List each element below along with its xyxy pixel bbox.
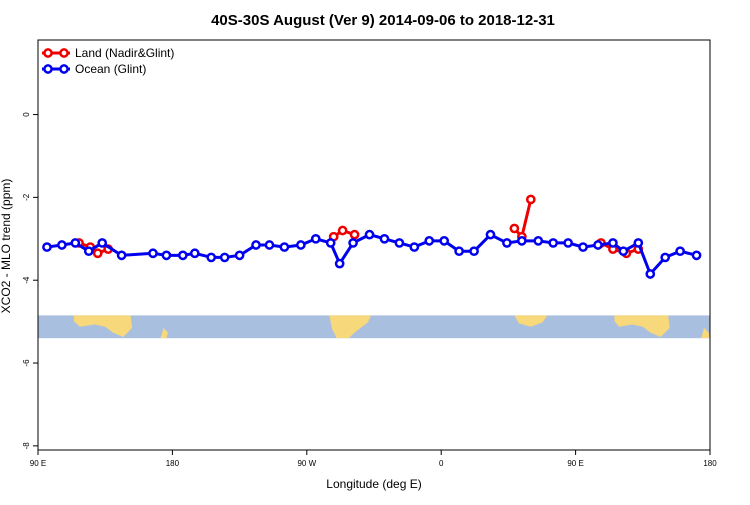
- legend-marker: [43, 64, 53, 74]
- series-line: [78, 241, 109, 256]
- x-tick-label: 90 E: [30, 459, 46, 468]
- data-point: [148, 248, 158, 259]
- data-point: [178, 250, 188, 261]
- chart-title: 40S-30S August (Ver 9) 2014-09-06 to 201…: [211, 12, 555, 29]
- legend-marker: [43, 48, 53, 58]
- x-tick-label: 0: [439, 459, 444, 468]
- data-point: [337, 225, 348, 236]
- data-point: [660, 252, 671, 263]
- legend-marker: [59, 64, 69, 74]
- data-point: [525, 194, 536, 205]
- data-point: [161, 250, 172, 261]
- data-point: [364, 229, 375, 240]
- land-nz-left: [160, 327, 168, 339]
- land-australia-left: [73, 315, 133, 338]
- data-point: [325, 238, 336, 248]
- legend-label: Ocean (Glint): [75, 62, 146, 76]
- data-point: [379, 233, 390, 244]
- data-point: [189, 248, 200, 259]
- data-point: [334, 258, 345, 269]
- data-point: [502, 238, 512, 248]
- data-point: [279, 242, 290, 252]
- y-tick-label: 0: [22, 112, 31, 117]
- data-point: [533, 236, 544, 246]
- x-tick-label: 180: [166, 459, 180, 468]
- data-point: [424, 236, 435, 246]
- land-australia-right: [614, 315, 670, 338]
- land-africa: [514, 315, 548, 327]
- data-point: [349, 229, 360, 240]
- series-land: [74, 194, 644, 259]
- data-point: [439, 236, 450, 246]
- data-point: [563, 238, 573, 248]
- data-point: [618, 246, 629, 257]
- data-point: [548, 238, 559, 248]
- data-point: [645, 269, 656, 279]
- y-axis-label: XCO2 - MLO trend (ppm): [0, 179, 13, 314]
- x-tick-label: 180: [703, 459, 717, 468]
- data-point: [42, 242, 52, 252]
- data-point: [675, 246, 685, 257]
- data-point: [516, 236, 527, 246]
- data-point: [295, 240, 306, 250]
- x-tick-label: 90 E: [567, 459, 583, 468]
- data-point: [264, 240, 275, 250]
- y-tick-label: -2: [22, 193, 31, 201]
- data-point: [691, 250, 702, 261]
- legend-label: Land (Nadir&Glint): [75, 46, 174, 60]
- data-point: [469, 246, 479, 257]
- data-point: [83, 246, 94, 257]
- plot-frame: [37, 39, 711, 451]
- y-tick-label: -4: [22, 276, 31, 284]
- data-point: [633, 238, 644, 248]
- data-point: [97, 238, 108, 248]
- world-map-strip: [38, 315, 710, 339]
- x-tick-label: 90 W: [297, 459, 316, 468]
- data-point: [234, 250, 245, 261]
- data-point: [608, 238, 618, 248]
- data-point: [485, 229, 496, 240]
- y-tick-label: -6: [22, 359, 31, 367]
- data-point: [593, 240, 603, 250]
- data-point: [509, 223, 520, 234]
- data-point: [116, 250, 127, 261]
- data-point: [454, 246, 464, 257]
- data-point: [409, 242, 420, 252]
- legend-marker: [59, 48, 69, 58]
- series-ocean: [42, 229, 702, 279]
- data-point: [206, 252, 217, 263]
- land-south-america: [329, 315, 372, 339]
- data-point: [57, 240, 67, 250]
- y-tick-label: -8: [22, 442, 31, 450]
- data-point: [310, 233, 321, 244]
- data-point: [92, 248, 103, 259]
- data-point: [578, 242, 588, 252]
- data-point: [348, 238, 358, 248]
- x-axis-label: Longitude (deg E): [326, 477, 421, 491]
- data-point: [394, 238, 405, 248]
- data-point: [219, 252, 230, 263]
- data-point: [70, 238, 81, 248]
- data-point: [251, 240, 261, 250]
- ocean-band: [38, 315, 710, 339]
- land-nz-right: [701, 327, 710, 339]
